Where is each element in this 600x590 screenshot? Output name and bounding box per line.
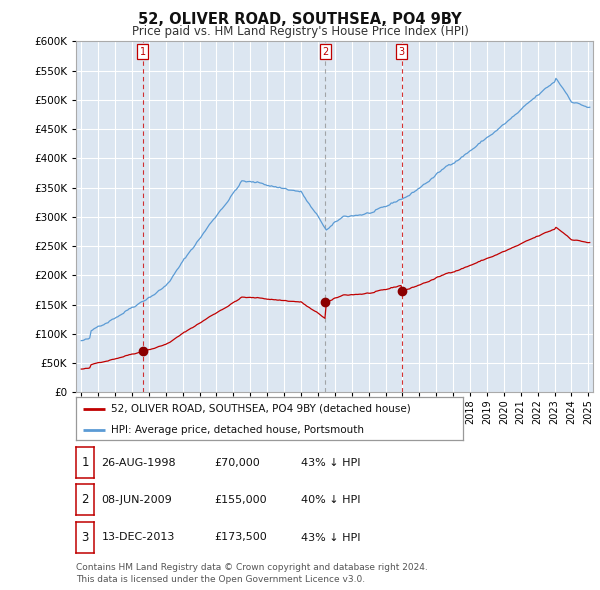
Text: 43% ↓ HPI: 43% ↓ HPI bbox=[301, 458, 361, 467]
Text: 08-JUN-2009: 08-JUN-2009 bbox=[101, 495, 172, 504]
Text: 13-DEC-2013: 13-DEC-2013 bbox=[101, 533, 175, 542]
Text: 26-AUG-1998: 26-AUG-1998 bbox=[101, 458, 176, 467]
Text: 2: 2 bbox=[322, 47, 328, 57]
Text: 3: 3 bbox=[82, 531, 89, 544]
Text: 43% ↓ HPI: 43% ↓ HPI bbox=[301, 533, 361, 542]
Text: 1: 1 bbox=[82, 456, 89, 469]
Text: HPI: Average price, detached house, Portsmouth: HPI: Average price, detached house, Port… bbox=[111, 425, 364, 435]
Text: 3: 3 bbox=[398, 47, 405, 57]
Text: Contains HM Land Registry data © Crown copyright and database right 2024.
This d: Contains HM Land Registry data © Crown c… bbox=[76, 563, 428, 584]
Text: 2: 2 bbox=[82, 493, 89, 506]
Text: 1: 1 bbox=[140, 47, 146, 57]
Text: 40% ↓ HPI: 40% ↓ HPI bbox=[301, 495, 361, 504]
Text: £70,000: £70,000 bbox=[214, 458, 260, 467]
Text: 52, OLIVER ROAD, SOUTHSEA, PO4 9BY (detached house): 52, OLIVER ROAD, SOUTHSEA, PO4 9BY (deta… bbox=[111, 404, 411, 414]
Text: 52, OLIVER ROAD, SOUTHSEA, PO4 9BY: 52, OLIVER ROAD, SOUTHSEA, PO4 9BY bbox=[138, 12, 462, 27]
Text: Price paid vs. HM Land Registry's House Price Index (HPI): Price paid vs. HM Land Registry's House … bbox=[131, 25, 469, 38]
Text: £155,000: £155,000 bbox=[214, 495, 267, 504]
Text: £173,500: £173,500 bbox=[214, 533, 267, 542]
